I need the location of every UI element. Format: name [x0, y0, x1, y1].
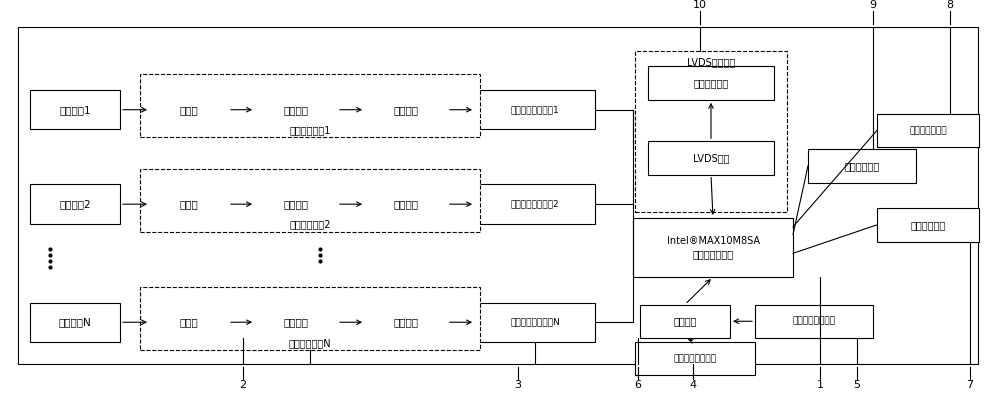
Bar: [877, 114, 979, 147]
Text: 开入信号2: 开入信号2: [59, 199, 91, 209]
Text: 10: 10: [693, 0, 707, 10]
Text: 保护电路: 保护电路: [284, 105, 308, 115]
Bar: [475, 303, 595, 342]
Text: 开入信号N: 开入信号N: [59, 317, 91, 327]
Text: 滤波电路: 滤波电路: [394, 317, 418, 327]
Text: 1: 1: [816, 380, 824, 390]
Bar: [30, 185, 120, 224]
Bar: [635, 342, 755, 375]
Bar: [30, 90, 120, 129]
Bar: [255, 303, 337, 342]
Text: Intel®MAX10M8SA
处理器控制模块: Intel®MAX10M8SA 处理器控制模块: [666, 236, 760, 259]
Text: 背板数据接口: 背板数据接口: [693, 78, 729, 88]
Bar: [648, 141, 774, 175]
Text: 电源模块: 电源模块: [673, 316, 697, 326]
Bar: [640, 304, 730, 338]
Text: LVDS通讯模块: LVDS通讯模块: [687, 58, 735, 67]
Bar: [150, 185, 228, 224]
Bar: [365, 303, 447, 342]
Text: 8: 8: [946, 0, 954, 10]
Bar: [140, 287, 480, 350]
Text: 工作指示模块: 工作指示模块: [844, 161, 880, 171]
Bar: [140, 74, 480, 137]
Text: 电阻链: 电阻链: [180, 105, 198, 115]
Bar: [877, 208, 979, 241]
Text: 降压网络模块1: 降压网络模块1: [289, 125, 331, 135]
Text: 电源调试端口模块: 电源调试端口模块: [792, 317, 836, 326]
Text: 2: 2: [239, 380, 247, 390]
Text: 数据下载模块: 数据下载模块: [910, 220, 946, 230]
Text: 温度传感器模块: 温度传感器模块: [909, 126, 947, 135]
Bar: [475, 185, 595, 224]
Bar: [633, 218, 793, 277]
Bar: [18, 27, 978, 364]
Bar: [140, 169, 480, 232]
Text: 4: 4: [689, 380, 697, 390]
Text: 降压网络模块2: 降压网络模块2: [289, 220, 331, 229]
Bar: [755, 304, 873, 338]
Bar: [255, 185, 337, 224]
Text: 6: 6: [635, 380, 642, 390]
Text: 信号隔离采集模块2: 信号隔离采集模块2: [511, 200, 559, 209]
Bar: [648, 66, 774, 100]
Text: 开入信号1: 开入信号1: [59, 105, 91, 115]
Text: 电阻链: 电阻链: [180, 199, 198, 209]
Text: 保护电路: 保护电路: [284, 317, 308, 327]
Text: 3: 3: [514, 380, 522, 390]
Bar: [365, 185, 447, 224]
Text: 背板供电接口模块: 背板供电接口模块: [674, 354, 717, 363]
Text: 降压网络模块N: 降压网络模块N: [289, 338, 331, 348]
Bar: [30, 303, 120, 342]
Text: 信号隔离采集模块1: 信号隔离采集模块1: [511, 105, 559, 114]
Text: 7: 7: [966, 380, 974, 390]
Text: 电阻链: 电阻链: [180, 317, 198, 327]
Text: 保护电路: 保护电路: [284, 199, 308, 209]
Text: 滤波电路: 滤波电路: [394, 199, 418, 209]
Bar: [475, 90, 595, 129]
Text: 滤波电路: 滤波电路: [394, 105, 418, 115]
Bar: [365, 90, 447, 129]
Bar: [150, 90, 228, 129]
Bar: [635, 51, 787, 212]
Text: 5: 5: [854, 380, 860, 390]
Text: 信号隔离采集模块N: 信号隔离采集模块N: [510, 318, 560, 327]
Text: LVDS芯片: LVDS芯片: [693, 153, 729, 163]
Text: 9: 9: [869, 0, 877, 10]
Bar: [150, 303, 228, 342]
Bar: [808, 149, 916, 183]
Bar: [255, 90, 337, 129]
